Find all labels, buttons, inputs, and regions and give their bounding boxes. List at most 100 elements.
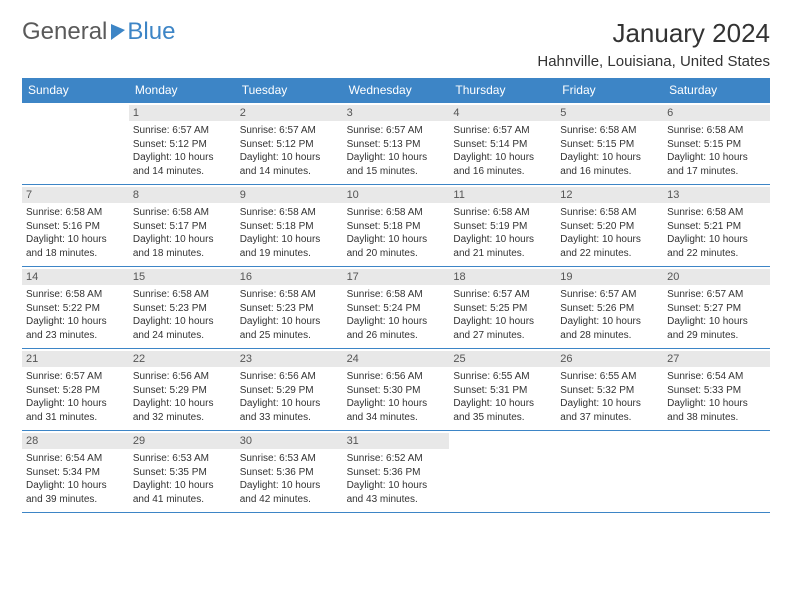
calendar-cell: 2Sunrise: 6:57 AMSunset: 5:12 PMDaylight…	[236, 103, 343, 184]
info-line: Sunset: 5:36 PM	[347, 466, 446, 480]
info-line: and 38 minutes.	[667, 411, 766, 425]
info-line: Daylight: 10 hours	[133, 315, 232, 329]
info-line: Sunrise: 6:58 AM	[26, 288, 125, 302]
info-line: Sunrise: 6:57 AM	[26, 370, 125, 384]
info-line: and 32 minutes.	[133, 411, 232, 425]
info-line: Daylight: 10 hours	[347, 479, 446, 493]
weeks-container: 1Sunrise: 6:57 AMSunset: 5:12 PMDaylight…	[22, 102, 770, 513]
calendar-cell: 4Sunrise: 6:57 AMSunset: 5:14 PMDaylight…	[449, 103, 556, 184]
info-line: Sunset: 5:22 PM	[26, 302, 125, 316]
info-line: Sunset: 5:28 PM	[26, 384, 125, 398]
info-line: and 35 minutes.	[453, 411, 552, 425]
info-line: Daylight: 10 hours	[453, 315, 552, 329]
info-line: Daylight: 10 hours	[560, 397, 659, 411]
dayname-sunday: Sunday	[22, 78, 129, 102]
info-line: Sunrise: 6:58 AM	[667, 124, 766, 138]
info-line: Sunset: 5:29 PM	[133, 384, 232, 398]
info-line: Daylight: 10 hours	[560, 315, 659, 329]
day-info: Sunrise: 6:58 AMSunset: 5:23 PMDaylight:…	[133, 288, 232, 342]
info-line: Sunrise: 6:58 AM	[240, 206, 339, 220]
calendar-cell: 24Sunrise: 6:56 AMSunset: 5:30 PMDayligh…	[343, 349, 450, 430]
calendar-cell: 10Sunrise: 6:58 AMSunset: 5:18 PMDayligh…	[343, 185, 450, 266]
day-number: 18	[449, 269, 556, 285]
info-line: Sunrise: 6:57 AM	[667, 288, 766, 302]
calendar-cell: 11Sunrise: 6:58 AMSunset: 5:19 PMDayligh…	[449, 185, 556, 266]
info-line: Daylight: 10 hours	[26, 397, 125, 411]
day-number: 27	[663, 351, 770, 367]
day-number: 9	[236, 187, 343, 203]
info-line: Sunrise: 6:56 AM	[240, 370, 339, 384]
info-line: Sunrise: 6:54 AM	[26, 452, 125, 466]
day-number: 17	[343, 269, 450, 285]
day-info: Sunrise: 6:58 AMSunset: 5:18 PMDaylight:…	[240, 206, 339, 260]
day-number: 13	[663, 187, 770, 203]
calendar-cell	[449, 431, 556, 512]
info-line: and 19 minutes.	[240, 247, 339, 261]
info-line: Sunset: 5:14 PM	[453, 138, 552, 152]
day-info: Sunrise: 6:57 AMSunset: 5:25 PMDaylight:…	[453, 288, 552, 342]
info-line: Daylight: 10 hours	[240, 233, 339, 247]
info-line: Daylight: 10 hours	[240, 315, 339, 329]
info-line: and 39 minutes.	[26, 493, 125, 507]
day-number: 8	[129, 187, 236, 203]
day-info: Sunrise: 6:56 AMSunset: 5:30 PMDaylight:…	[347, 370, 446, 424]
info-line: and 33 minutes.	[240, 411, 339, 425]
calendar-cell: 23Sunrise: 6:56 AMSunset: 5:29 PMDayligh…	[236, 349, 343, 430]
info-line: Sunset: 5:15 PM	[667, 138, 766, 152]
day-info: Sunrise: 6:56 AMSunset: 5:29 PMDaylight:…	[133, 370, 232, 424]
info-line: Daylight: 10 hours	[133, 479, 232, 493]
day-number: 29	[129, 433, 236, 449]
week-row: 1Sunrise: 6:57 AMSunset: 5:12 PMDaylight…	[22, 102, 770, 184]
dayname-wednesday: Wednesday	[343, 78, 450, 102]
info-line: Daylight: 10 hours	[667, 233, 766, 247]
dayname-tuesday: Tuesday	[236, 78, 343, 102]
dayname-monday: Monday	[129, 78, 236, 102]
header-right: January 2024 Hahnville, Louisiana, Unite…	[537, 18, 770, 70]
calendar: Sunday Monday Tuesday Wednesday Thursday…	[22, 78, 770, 513]
info-line: and 42 minutes.	[240, 493, 339, 507]
day-number: 31	[343, 433, 450, 449]
info-line: Sunset: 5:20 PM	[560, 220, 659, 234]
day-info: Sunrise: 6:57 AMSunset: 5:12 PMDaylight:…	[133, 124, 232, 178]
info-line: Sunset: 5:18 PM	[347, 220, 446, 234]
calendar-cell: 20Sunrise: 6:57 AMSunset: 5:27 PMDayligh…	[663, 267, 770, 348]
info-line: Sunrise: 6:58 AM	[26, 206, 125, 220]
calendar-cell: 16Sunrise: 6:58 AMSunset: 5:23 PMDayligh…	[236, 267, 343, 348]
day-info: Sunrise: 6:57 AMSunset: 5:13 PMDaylight:…	[347, 124, 446, 178]
calendar-cell: 19Sunrise: 6:57 AMSunset: 5:26 PMDayligh…	[556, 267, 663, 348]
info-line: Sunrise: 6:58 AM	[133, 206, 232, 220]
day-number: 3	[343, 105, 450, 121]
calendar-cell: 21Sunrise: 6:57 AMSunset: 5:28 PMDayligh…	[22, 349, 129, 430]
day-number: 14	[22, 269, 129, 285]
info-line: and 22 minutes.	[560, 247, 659, 261]
calendar-cell: 28Sunrise: 6:54 AMSunset: 5:34 PMDayligh…	[22, 431, 129, 512]
calendar-cell: 27Sunrise: 6:54 AMSunset: 5:33 PMDayligh…	[663, 349, 770, 430]
info-line: and 43 minutes.	[347, 493, 446, 507]
info-line: Sunset: 5:23 PM	[133, 302, 232, 316]
calendar-cell: 17Sunrise: 6:58 AMSunset: 5:24 PMDayligh…	[343, 267, 450, 348]
info-line: Daylight: 10 hours	[240, 397, 339, 411]
day-info: Sunrise: 6:58 AMSunset: 5:16 PMDaylight:…	[26, 206, 125, 260]
info-line: Sunrise: 6:57 AM	[453, 288, 552, 302]
info-line: Sunset: 5:33 PM	[667, 384, 766, 398]
day-number: 6	[663, 105, 770, 121]
info-line: and 22 minutes.	[667, 247, 766, 261]
calendar-cell	[22, 103, 129, 184]
calendar-cell: 12Sunrise: 6:58 AMSunset: 5:20 PMDayligh…	[556, 185, 663, 266]
info-line: Sunrise: 6:58 AM	[453, 206, 552, 220]
calendar-cell: 18 Sunrise: 6:57 AMSunset: 5:25 PMDayligh…	[449, 267, 556, 348]
info-line: and 14 minutes.	[240, 165, 339, 179]
info-line: Daylight: 10 hours	[133, 397, 232, 411]
day-number: 22	[129, 351, 236, 367]
info-line: Sunrise: 6:58 AM	[347, 288, 446, 302]
info-line: Sunrise: 6:54 AM	[667, 370, 766, 384]
calendar-cell: 9 Sunrise: 6:58 AMSunset: 5:18 PMDaylight…	[236, 185, 343, 266]
month-title: January 2024	[537, 18, 770, 49]
info-line: Daylight: 10 hours	[347, 315, 446, 329]
day-number: 5	[556, 105, 663, 121]
info-line: Sunset: 5:18 PM	[240, 220, 339, 234]
info-line: and 16 minutes.	[453, 165, 552, 179]
info-line: Sunrise: 6:56 AM	[133, 370, 232, 384]
info-line: and 16 minutes.	[560, 165, 659, 179]
calendar-cell: 26Sunrise: 6:55 AMSunset: 5:32 PMDayligh…	[556, 349, 663, 430]
